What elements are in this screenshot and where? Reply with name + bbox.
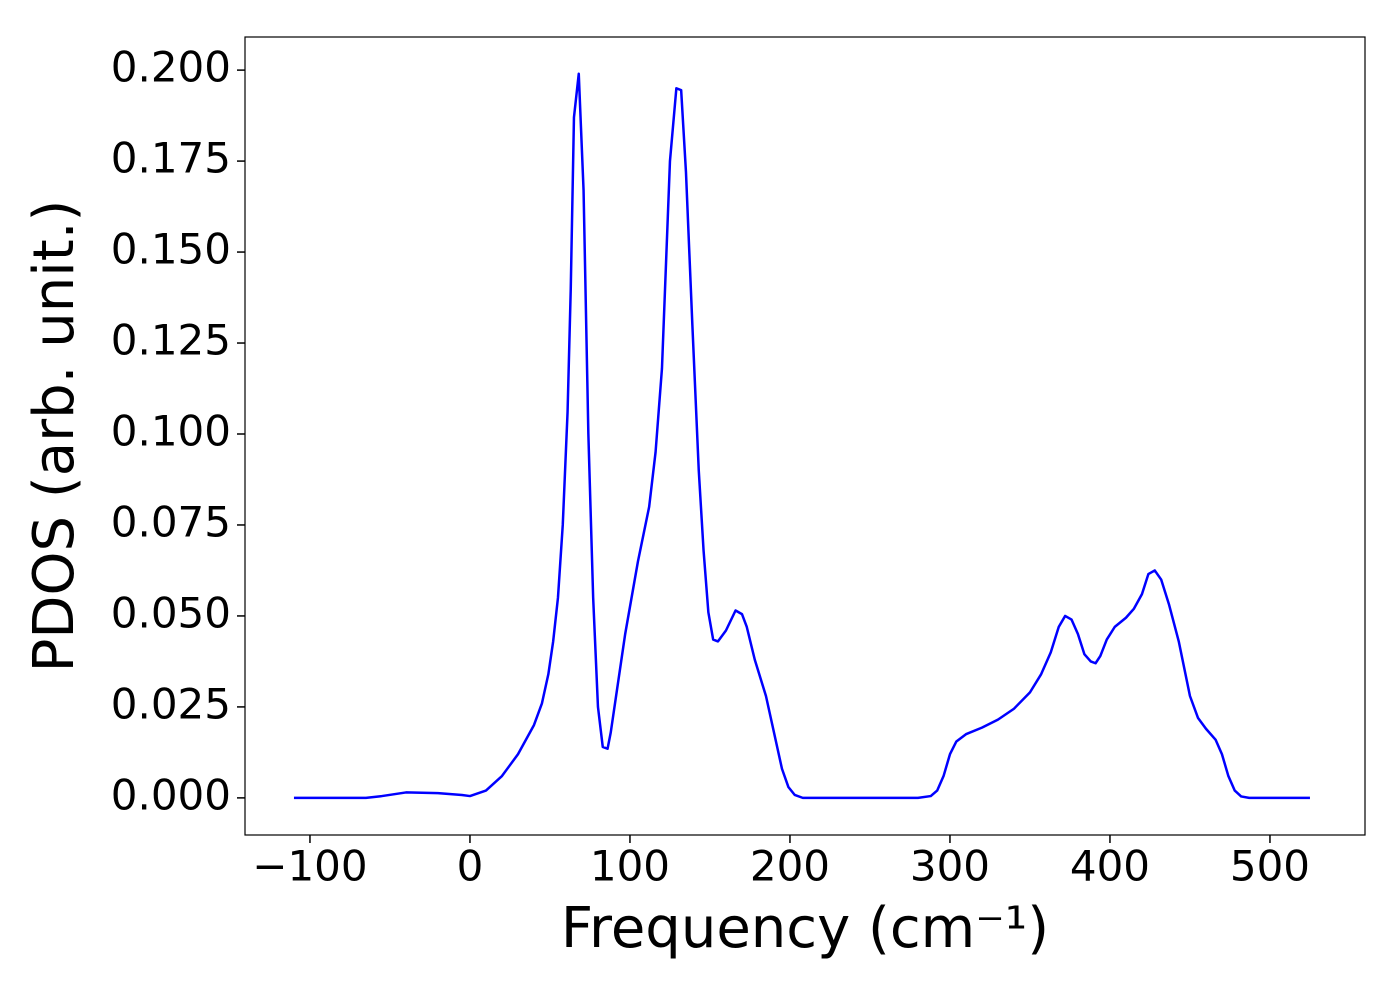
y-tick-label: 0.075 — [111, 497, 231, 546]
y-tick-label: 0.025 — [111, 679, 231, 728]
y-axis-label: PDOS (arb. unit.) — [22, 200, 87, 673]
x-tick-label: 0 — [457, 842, 484, 891]
y-tick-label: 0.150 — [111, 225, 231, 274]
x-tick-label: −100 — [252, 842, 367, 891]
y-tick-label: 0.050 — [111, 588, 231, 637]
y-tick-label: 0.100 — [111, 406, 231, 455]
y-tick-label: 0.175 — [111, 134, 231, 183]
x-tick-label: 300 — [910, 842, 990, 891]
x-tick-label: 100 — [590, 842, 670, 891]
x-tick-label: 400 — [1070, 842, 1150, 891]
plot-frame — [244, 36, 1366, 836]
x-axis-label: Frequency (cm⁻¹) — [561, 896, 1049, 961]
y-tick-label: 0.125 — [111, 316, 231, 365]
data-line — [293, 72, 1310, 800]
x-tick-label: 500 — [1230, 842, 1310, 891]
y-tick-label: 0.000 — [111, 770, 231, 819]
y-tick-label: 0.200 — [111, 43, 231, 92]
x-tick-label: 200 — [750, 842, 830, 891]
